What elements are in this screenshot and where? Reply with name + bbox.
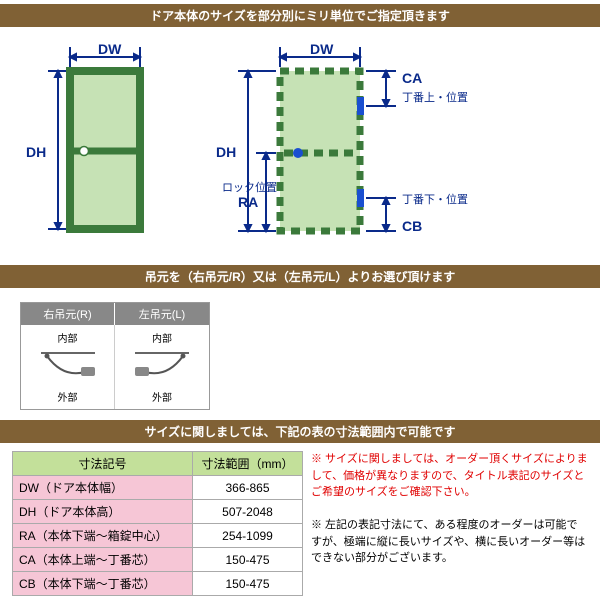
- label-ra: RA: [238, 194, 258, 210]
- table-row: CB（本体下端～丁番芯）150-475: [13, 572, 303, 596]
- note-1: ※ サイズに関しましては、オーダー頂くサイズによりまして、価格が異なりますので、…: [311, 451, 588, 501]
- label-cb-desc: 丁番下・位置: [402, 192, 468, 206]
- door-diagram-right: DW DH CA 丁番上・位置: [210, 41, 550, 251]
- label-cb: CB: [402, 218, 422, 234]
- table-col1: 寸法記号: [13, 452, 193, 476]
- hinge-inside-label: 内部: [58, 330, 78, 345]
- table-col2: 寸法範囲（mm）: [193, 452, 303, 476]
- label-dw-right: DW: [310, 41, 334, 57]
- dimension-table: 寸法記号 寸法範囲（mm） DW（ドア本体幅）366-865 DH（ドア本体高）…: [12, 451, 303, 596]
- label-lock: ロック位置: [222, 180, 277, 194]
- label-ca-desc: 丁番上・位置: [402, 90, 468, 104]
- hinge-right-cell: 右吊元(R) 内部 外部: [21, 303, 115, 409]
- door-diagram-area: DW DH DW: [0, 31, 600, 261]
- size-notes: ※ サイズに関しましては、オーダー頂くサイズによりまして、価格が異なりますので、…: [311, 451, 588, 596]
- table-row: DW（ドア本体幅）366-865: [13, 476, 303, 500]
- hinge-selector: 右吊元(R) 内部 外部 左吊元(L) 内部: [0, 292, 600, 416]
- hinge-outside-label-2: 外部: [152, 389, 172, 404]
- door-closer-icon-right: [33, 350, 103, 384]
- table-row: RA（本体下端～箱錠中心）254-1099: [13, 524, 303, 548]
- note-2: ※ 左記の表記寸法にて、ある程度のオーダーは可能ですが、極端に縦に長いサイズや、…: [311, 517, 588, 567]
- banner-hinge: 吊元を（右吊元/R）又は（左吊元/L）よりお選び頂けます: [0, 265, 600, 288]
- door-closer-icon-left: [127, 350, 197, 384]
- label-dh-right: DH: [216, 144, 236, 160]
- door-diagram-left: DW DH: [20, 41, 170, 241]
- hinge-right-head: 右吊元(R): [21, 303, 115, 325]
- hinge-left-cell: 左吊元(L) 内部 外部: [115, 303, 209, 409]
- hinge-left-head: 左吊元(L): [115, 303, 209, 325]
- hinge-outside-label: 外部: [58, 389, 78, 404]
- table-row: CA（本体上端～丁番芯）150-475: [13, 548, 303, 572]
- label-dh-left: DH: [26, 144, 46, 160]
- label-ca: CA: [402, 70, 422, 86]
- banner-size-spec: ドア本体のサイズを部分別にミリ単位でご指定頂きます: [0, 4, 600, 27]
- label-dw-left: DW: [98, 41, 122, 57]
- banner-size-range: サイズに関しましては、下記の表の寸法範囲内で可能です: [0, 420, 600, 443]
- table-row: DH（ドア本体高）507-2048: [13, 500, 303, 524]
- hinge-inside-label-2: 内部: [152, 330, 172, 345]
